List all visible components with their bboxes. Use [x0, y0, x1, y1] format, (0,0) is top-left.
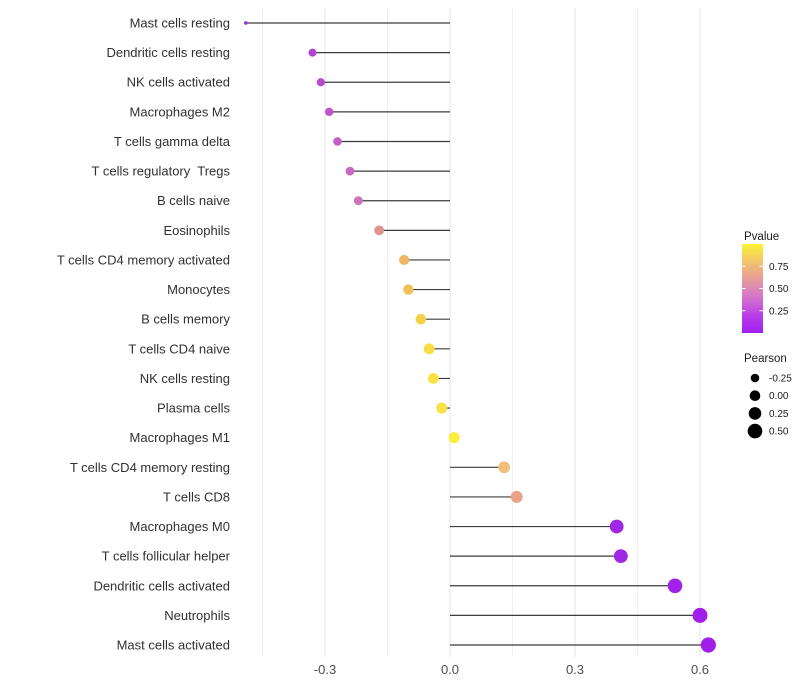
y-axis-label: Eosinophils — [164, 223, 231, 238]
lollipop-dot — [423, 343, 435, 355]
legend-pearson-title: Pearson — [744, 353, 787, 365]
lollipop-dot — [448, 432, 460, 444]
pearson-size-dot — [750, 373, 760, 383]
x-tick-label: 0.0 — [441, 662, 459, 677]
pearson-size-label: 0.00 — [769, 391, 789, 402]
lollipop-dot — [374, 225, 385, 236]
y-axis-label: T cells gamma delta — [114, 134, 231, 149]
lollipop-dot — [399, 254, 410, 266]
pearson-size-dot — [749, 390, 761, 402]
colorbar-tick-label: 0.75 — [769, 262, 789, 273]
y-axis-label: T cells CD4 naive — [128, 341, 230, 356]
x-tick-label: 0.6 — [691, 662, 709, 677]
pearson-size-label: 0.25 — [769, 409, 789, 420]
y-axis-label: Monocytes — [167, 282, 230, 297]
pearson-size-dot — [748, 407, 762, 420]
y-axis-label: Mast cells resting — [130, 16, 230, 31]
y-axis-label: B cells memory — [141, 312, 230, 327]
lollipop-dot — [510, 490, 523, 503]
x-tick-label: -0.3 — [314, 662, 336, 677]
y-axis-label: Neutrophils — [164, 608, 230, 623]
colorbar-tick-label: 0.50 — [769, 284, 789, 295]
lollipop-dot — [498, 461, 511, 474]
pearson-size-dot — [747, 423, 763, 439]
lollipop-dot — [345, 166, 355, 176]
lollipop-dot — [244, 21, 248, 25]
y-axis-label: Plasma cells — [157, 401, 230, 416]
lollipop-dot — [308, 48, 317, 57]
lollipop-dot — [353, 196, 363, 206]
y-axis-label: T cells CD4 memory activated — [57, 252, 230, 267]
lollipop-dot — [700, 637, 716, 653]
lollipop-dot — [316, 78, 325, 87]
y-axis-label: Mast cells activated — [117, 638, 230, 653]
lollipop-dot — [692, 607, 708, 623]
lollipop-dot — [324, 107, 334, 117]
pearson-size-label: 0.50 — [769, 427, 789, 438]
pvalue-colorbar — [742, 244, 763, 333]
legend-pvalue-title: Pvalue — [744, 231, 779, 243]
lollipop-dot — [403, 284, 414, 295]
y-axis-label: T cells CD8 — [163, 489, 230, 504]
lollipop-dot — [667, 578, 683, 594]
y-axis-label: Macrophages M1 — [130, 430, 230, 445]
y-axis-label: Macrophages M0 — [130, 519, 230, 534]
y-axis-label: Dendritic cells activated — [93, 578, 230, 593]
lollipop-dot — [613, 549, 628, 564]
y-axis-label: T cells follicular helper — [102, 549, 231, 564]
lollipop-dot — [609, 519, 624, 534]
lollipop-dot — [427, 373, 439, 384]
y-axis-label: T cells CD4 memory resting — [70, 460, 230, 475]
y-axis-label: NK cells resting — [140, 371, 230, 386]
y-axis-label: Dendritic cells resting — [106, 45, 230, 60]
y-axis-label: T cells regulatory Tregs — [92, 164, 231, 179]
lollipop-dot — [415, 313, 427, 325]
y-axis-label: B cells naive — [157, 193, 230, 208]
lollipop-dot — [436, 402, 448, 414]
colorbar-tick-label: 0.25 — [769, 306, 789, 317]
lollipop-dot — [333, 137, 342, 146]
y-axis-label: NK cells activated — [127, 75, 230, 90]
y-axis-label: Macrophages M2 — [130, 104, 230, 119]
pearson-size-label: -0.25 — [769, 374, 792, 385]
x-tick-label: 0.3 — [566, 662, 584, 677]
